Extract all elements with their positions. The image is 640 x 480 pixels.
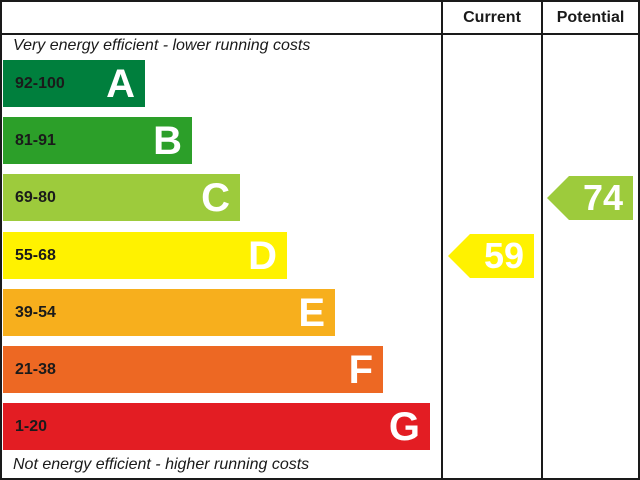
rating-band-c: 69-80 C — [3, 174, 240, 221]
band-range-label: 92-100 — [15, 74, 65, 92]
potential-column-header: Potential — [556, 8, 625, 26]
potential-column-divider — [541, 0, 543, 480]
rating-band-a: 92-100 A — [3, 60, 145, 107]
table-border-left — [0, 0, 2, 480]
table-border-right — [638, 0, 640, 480]
band-range-label: 39-54 — [15, 303, 56, 321]
band-range-label: 21-38 — [15, 360, 56, 378]
rating-band-b: 81-91 B — [3, 117, 192, 164]
inefficient-caption: Not energy efficient - higher running co… — [13, 456, 310, 473]
band-letter: D — [248, 233, 277, 278]
rating-band-g: 1-20 G — [3, 403, 430, 450]
band-range-label: 55-68 — [15, 246, 56, 264]
potential-rating-value: 74 — [582, 177, 623, 218]
band-letter: E — [298, 290, 325, 335]
band-letter: B — [153, 118, 182, 163]
rating-band-d: 55-68 D — [3, 232, 287, 279]
band-letter: A — [106, 61, 135, 106]
current-column-header: Current — [463, 8, 521, 26]
band-letter: F — [348, 347, 373, 392]
rating-band-f: 21-38 F — [3, 346, 383, 393]
band-range-label: 1-20 — [15, 417, 48, 435]
current-column-divider — [441, 0, 443, 480]
header-divider — [0, 33, 640, 35]
current-rating-value: 59 — [483, 235, 524, 276]
band-letter: G — [388, 404, 420, 449]
table-border-bottom — [0, 478, 640, 480]
band-range-label: 69-80 — [15, 188, 56, 206]
table-border-top — [0, 0, 640, 2]
rating-band-e: 39-54 E — [3, 289, 335, 336]
band-letter: C — [201, 175, 230, 220]
efficient-caption: Very energy efficient - lower running co… — [13, 37, 311, 54]
current-rating-arrow: 59 — [448, 234, 534, 278]
potential-rating-arrow: 74 — [547, 176, 633, 220]
band-range-label: 81-91 — [15, 131, 56, 149]
